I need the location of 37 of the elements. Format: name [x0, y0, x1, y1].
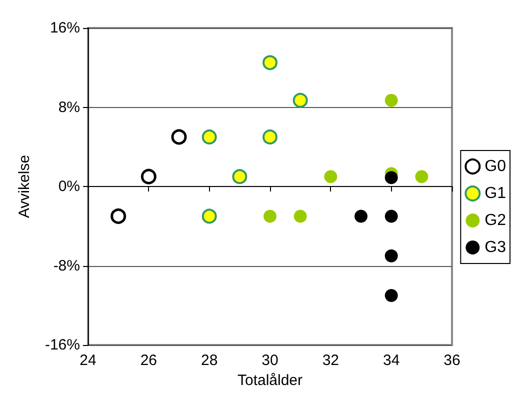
y-axis-title: Avvikelse — [16, 154, 33, 218]
point — [384, 288, 398, 302]
x-axis-title: Totalålder — [237, 372, 303, 389]
point — [354, 210, 368, 223]
point — [384, 249, 398, 262]
point — [232, 169, 248, 184]
point — [294, 210, 307, 223]
y-tick-label: 16% — [50, 20, 80, 36]
point — [202, 129, 217, 144]
point — [202, 208, 217, 224]
point — [264, 210, 276, 223]
y-tick-label: -8% — [53, 257, 80, 274]
y-tick-label: -16% — [44, 336, 80, 354]
legend-label: G0 — [484, 158, 506, 175]
legend-label: G3 — [484, 239, 506, 256]
point — [292, 92, 308, 108]
legend-label: G1 — [484, 185, 506, 202]
x-tick-label: 24 — [80, 352, 96, 369]
x-tick-label: 26 — [140, 352, 158, 369]
point — [110, 208, 126, 224]
point — [384, 171, 398, 184]
point — [324, 170, 338, 184]
point — [262, 55, 278, 70]
x-tick-label: 28 — [200, 352, 218, 369]
point — [140, 168, 156, 184]
y-tick-label: 0% — [58, 178, 80, 195]
x-tick-label: 34 — [382, 352, 400, 369]
point — [262, 129, 278, 144]
point — [415, 170, 428, 184]
x-tick-label: 32 — [322, 352, 340, 369]
legend-label: G2 — [484, 212, 506, 229]
y-tick-label: 8% — [58, 98, 80, 116]
x-tick-label: 36 — [444, 352, 460, 369]
point — [171, 129, 187, 145]
x-tick-label: 30 — [262, 352, 278, 369]
point — [384, 210, 398, 223]
point — [384, 94, 398, 107]
